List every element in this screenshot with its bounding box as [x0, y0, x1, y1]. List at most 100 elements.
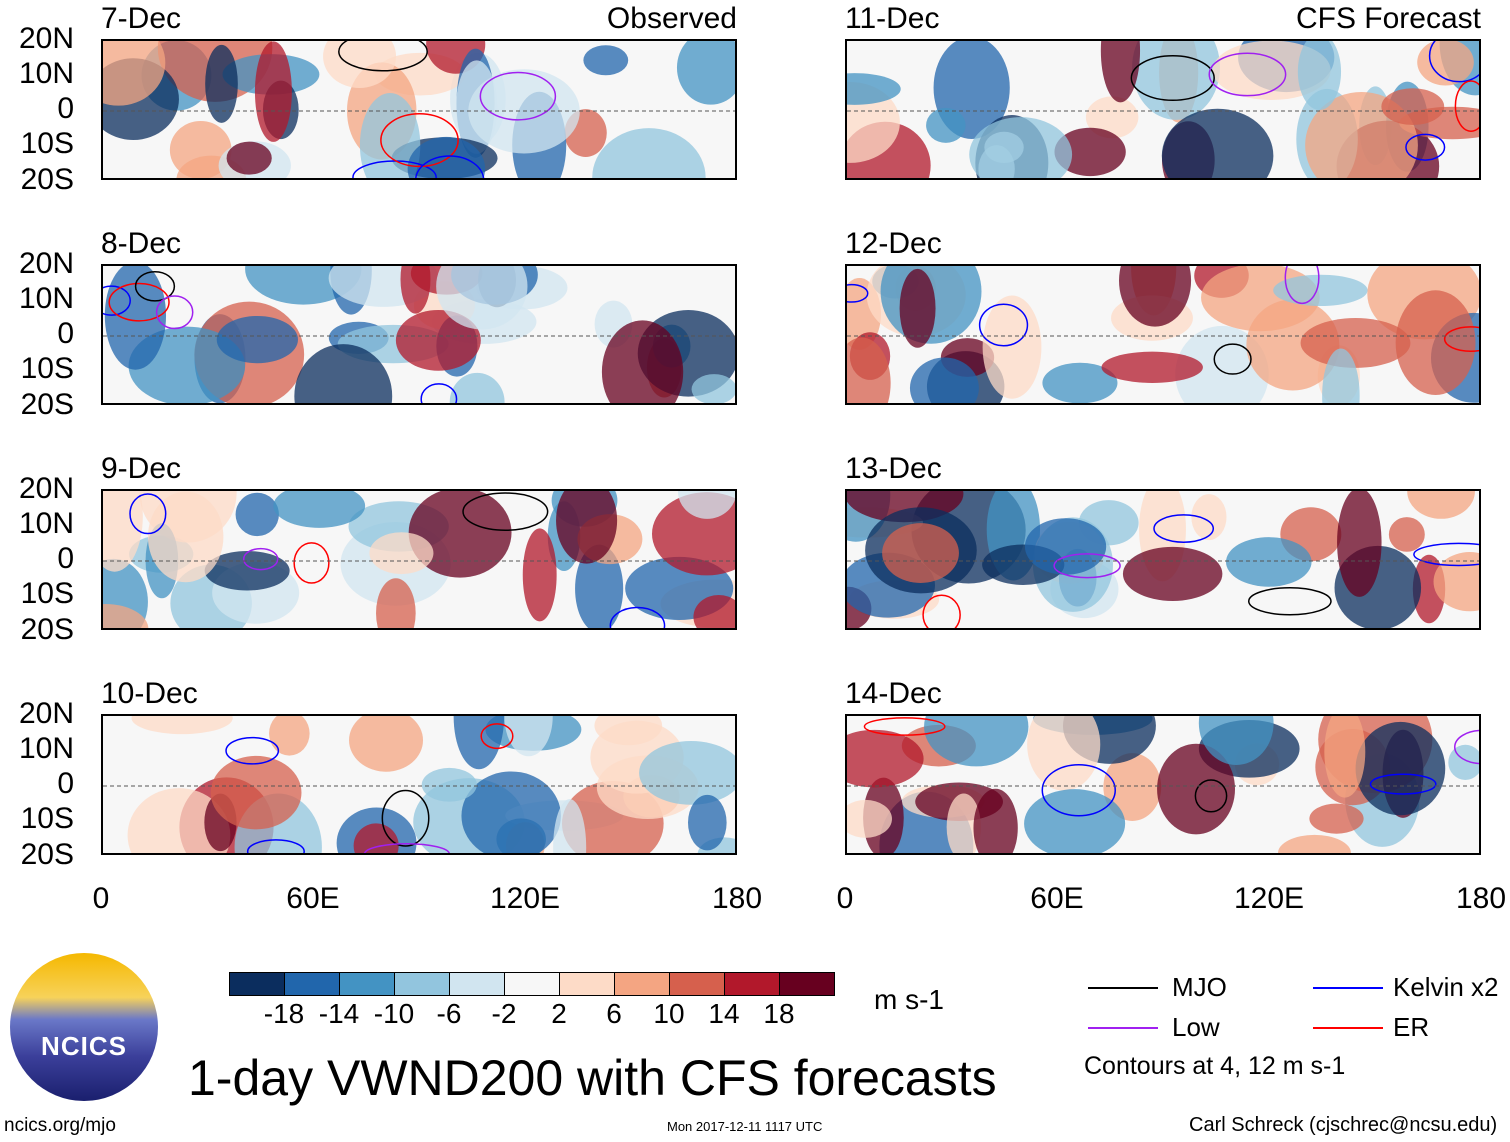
anomaly-blob	[1273, 274, 1368, 307]
anomaly-blob	[294, 344, 393, 403]
y-tick-label: 0	[57, 317, 74, 350]
colorbar-units: m s-1	[874, 984, 944, 1015]
anomaly-blob	[882, 523, 959, 583]
colorbar-label: -14	[318, 998, 360, 1029]
anomaly-blob	[909, 357, 979, 403]
map-panel	[845, 489, 1481, 630]
anomaly-blob	[1433, 552, 1479, 612]
legend-line-low	[1088, 1027, 1158, 1029]
wave-contour	[1413, 542, 1479, 567]
y-tick-label: 0	[57, 542, 74, 575]
anomaly-blob	[1100, 41, 1141, 103]
anomaly-blob	[359, 92, 421, 178]
colorbar-label: -2	[491, 998, 517, 1029]
wave-contour	[293, 542, 330, 584]
anomaly-blob	[1448, 744, 1479, 780]
colorbar-swatch	[340, 973, 395, 995]
wave-contour	[1405, 133, 1446, 161]
anomaly-blob	[847, 799, 892, 838]
y-tick-label: 10N	[18, 507, 74, 540]
colorbar-label: -10	[373, 998, 415, 1029]
anomaly-blob	[592, 128, 706, 178]
legend-line-er	[1313, 1027, 1383, 1029]
anomaly-blob	[1161, 108, 1274, 178]
anomaly-blob	[273, 491, 366, 528]
colorbar-label: 2	[551, 998, 567, 1029]
wave-contour	[415, 155, 485, 178]
anomaly-blob	[1101, 351, 1203, 383]
wave-contour	[1454, 729, 1479, 765]
y-tick-label: 10S	[20, 352, 74, 385]
colorbar-swatch	[725, 973, 780, 995]
y-tick-label: 20S	[20, 613, 74, 646]
colorbar-label: -18	[263, 998, 305, 1029]
anomaly-blob	[677, 491, 735, 519]
anomaly-blob	[1024, 518, 1107, 575]
footer-url[interactable]: ncics.org/mjo	[4, 1115, 116, 1136]
ncics-logo: NCICS	[10, 953, 158, 1101]
panel-date: 8-Dec	[101, 227, 182, 260]
map-panel	[101, 39, 737, 180]
x-tick-label: 60E	[286, 882, 340, 915]
anomaly-blob	[899, 268, 936, 348]
anomaly-blob	[254, 41, 292, 142]
panel-date: 11-Dec	[845, 2, 940, 35]
anomaly-blob	[973, 788, 1018, 853]
y-tick-label: 10S	[20, 127, 74, 160]
anomaly-blob	[1355, 721, 1446, 816]
anomaly-blob	[269, 716, 310, 756]
wave-contour	[462, 492, 549, 532]
y-tick-label: 20N	[18, 472, 74, 505]
wind-anomaly-field	[847, 491, 1479, 628]
wind-anomaly-field	[103, 716, 735, 853]
wave-contour	[1208, 52, 1287, 97]
wave-contour	[1369, 773, 1437, 795]
wave-contour	[978, 303, 1029, 347]
legend-er: ER	[1393, 1012, 1430, 1042]
anomaly-blob	[691, 374, 735, 403]
panel-date: 14-Dec	[845, 677, 942, 710]
panel-date: 7-Dec	[101, 2, 182, 35]
panel-date: 12-Dec	[845, 227, 942, 260]
anomaly-blob	[127, 788, 231, 853]
anomaly-blob	[1309, 803, 1364, 834]
wave-contour	[609, 606, 666, 628]
anomaly-blob	[1198, 716, 1274, 765]
anomaly-blob	[1395, 290, 1476, 395]
anomaly-blob	[847, 73, 901, 105]
x-tick-label: 180	[1455, 882, 1507, 915]
colorbar-swatch	[450, 973, 505, 995]
anomaly-blob	[369, 532, 434, 575]
anomaly-blob	[1054, 127, 1126, 177]
anomaly-blob	[169, 120, 232, 178]
wave-contour	[1213, 343, 1252, 375]
wave-contour	[1130, 55, 1215, 102]
wind-anomaly-field	[103, 41, 735, 178]
colorbar-swatch	[615, 973, 670, 995]
colorbar-label: 18	[763, 998, 795, 1029]
anomaly-blob	[1388, 517, 1425, 552]
panel-date: 13-Dec	[845, 452, 942, 485]
anomaly-blob	[1103, 753, 1162, 821]
y-tick-label: 20S	[20, 163, 74, 196]
legend-low: Low	[1172, 1012, 1220, 1042]
wave-contour	[108, 282, 170, 322]
legend-line-mjo	[1088, 987, 1158, 989]
anomaly-blob	[235, 492, 279, 537]
x-tick-label: 60E	[1030, 882, 1084, 915]
anomaly-blob	[847, 337, 891, 403]
anomaly-blob	[395, 309, 481, 371]
wave-contour	[479, 71, 557, 121]
wave-contour	[381, 789, 430, 847]
colorbar-label: 14	[708, 998, 740, 1029]
anomaly-blob	[969, 117, 1073, 178]
map-panel	[845, 264, 1481, 405]
colorbar-swatch	[395, 973, 450, 995]
wave-contour	[134, 270, 176, 302]
colorbar-swatch	[505, 973, 560, 995]
anomaly-blob	[1417, 41, 1474, 86]
anomaly-blob	[453, 716, 505, 770]
anomaly-blob	[103, 41, 166, 106]
anomaly-blob	[147, 491, 224, 583]
wave-contour	[242, 547, 279, 571]
